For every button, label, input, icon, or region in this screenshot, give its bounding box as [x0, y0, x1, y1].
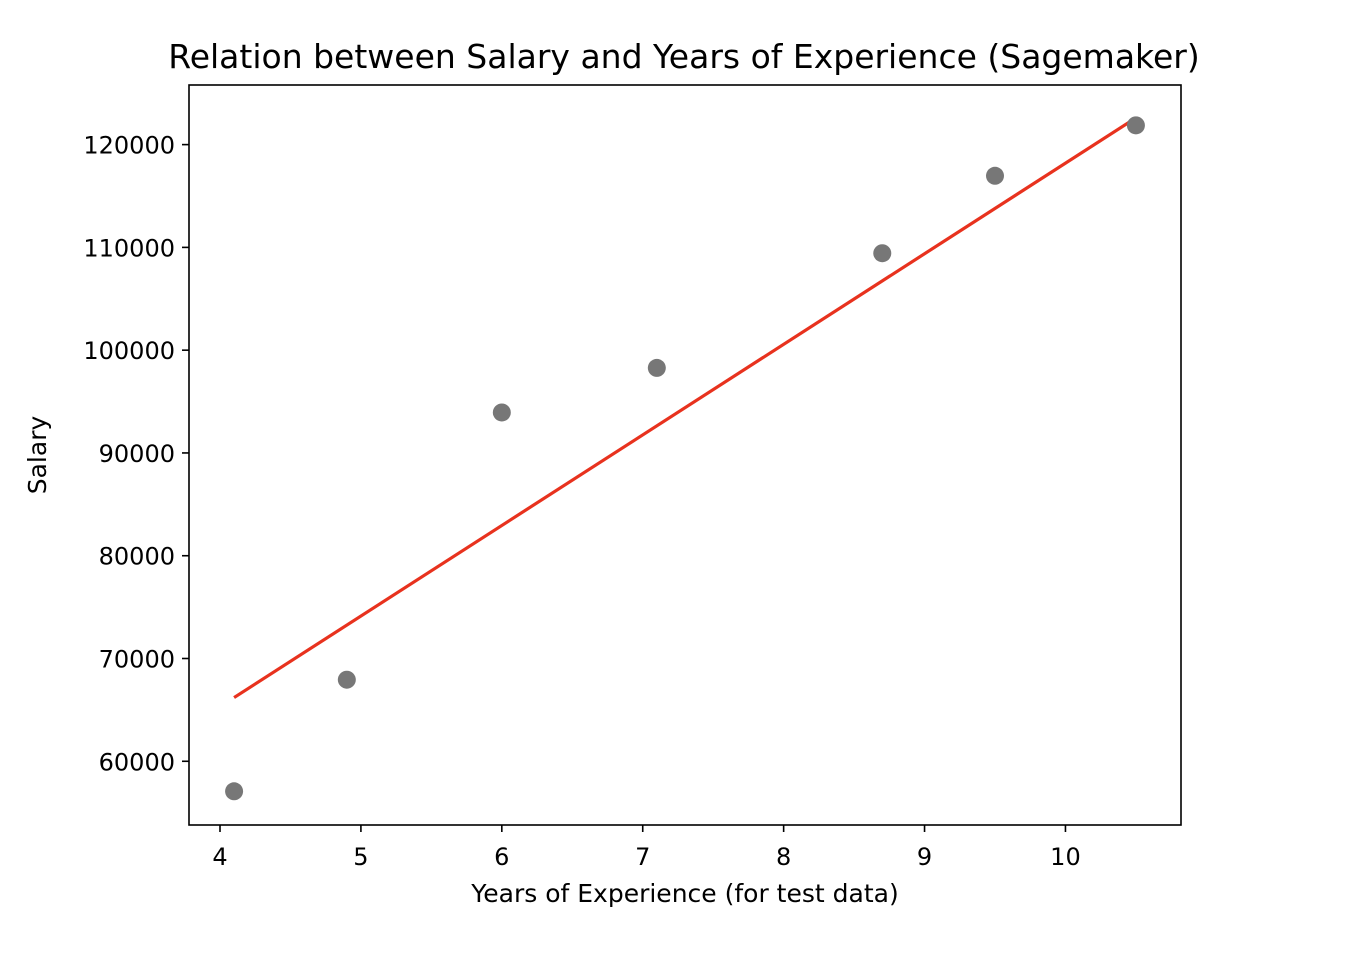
- y-axis-label: Salary: [23, 416, 52, 495]
- y-axis-ticks: 60000 70000 80000 90000 100000 110000 120000: [83, 132, 189, 776]
- scatter-point: [492, 403, 511, 422]
- regression-line: [233, 116, 1137, 699]
- x-tick-label: 10: [1050, 843, 1081, 871]
- y-tick-label: 120000: [83, 132, 175, 160]
- plot-series: [225, 116, 1145, 801]
- x-tick-label: 5: [353, 843, 368, 871]
- x-tick-label: 8: [776, 843, 791, 871]
- scatter-point: [647, 358, 666, 377]
- x-axis-ticks: 4 5 6 7 8 9 10: [212, 825, 1081, 871]
- y-tick-label: 80000: [99, 543, 175, 571]
- scatter-point: [1126, 116, 1145, 135]
- y-tick-label: 90000: [99, 440, 175, 468]
- y-tick-label: 110000: [83, 234, 175, 262]
- chart-title: Relation between Salary and Years of Exp…: [168, 37, 1199, 76]
- scatter-point: [225, 782, 244, 801]
- x-tick-label: 4: [212, 843, 227, 871]
- x-tick-label: 6: [494, 843, 509, 871]
- x-tick-label: 7: [635, 843, 650, 871]
- scatter-point: [873, 244, 892, 263]
- scatter-point: [986, 166, 1004, 185]
- x-tick-label: 9: [917, 843, 932, 871]
- y-tick-label: 60000: [99, 748, 175, 776]
- x-axis-label: Years of Experience (for test data): [470, 879, 898, 908]
- y-tick-label: 70000: [99, 646, 175, 674]
- scatter-point: [337, 670, 356, 689]
- plot-frame: [188, 84, 1182, 826]
- y-tick-label: 100000: [83, 337, 175, 365]
